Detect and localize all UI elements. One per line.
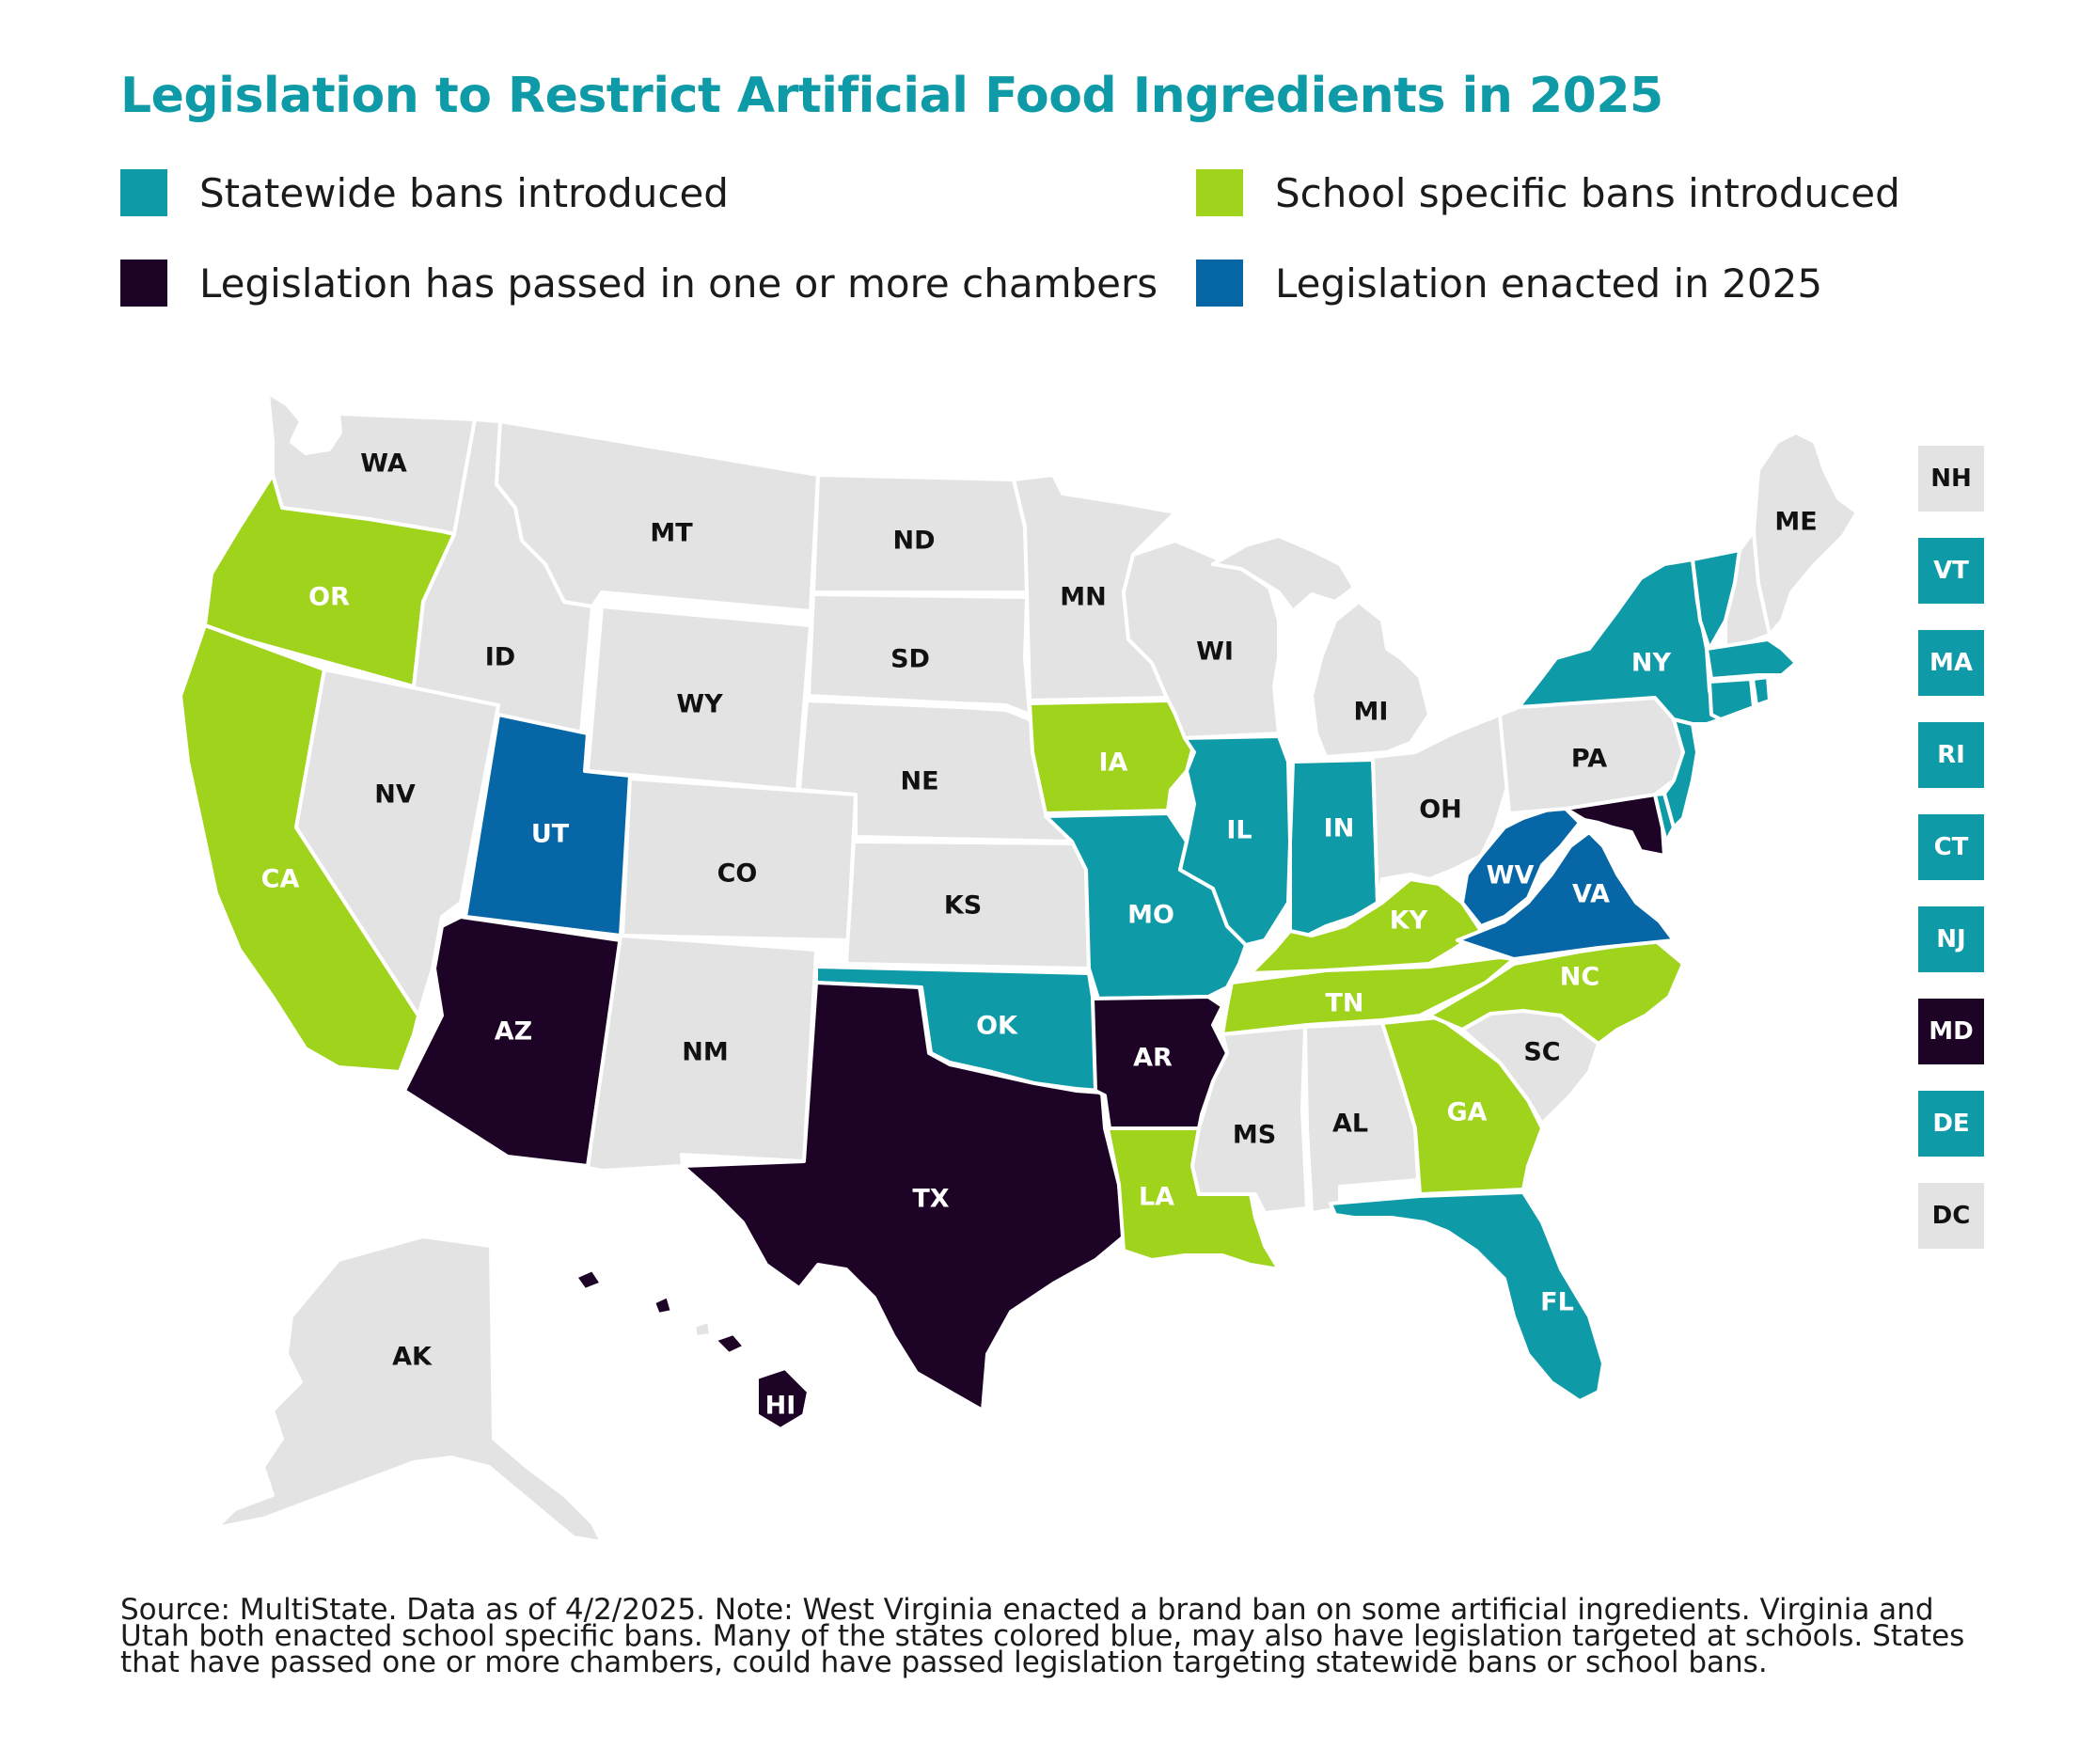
small-state-box-ri[interactable]: RI	[1918, 722, 1984, 788]
label-MS: MS	[1233, 1121, 1276, 1150]
state-MA[interactable]	[1705, 638, 1798, 681]
state-NJ[interactable]	[1662, 717, 1699, 829]
small-state-box-ma[interactable]: MA	[1918, 630, 1984, 696]
label-SC: SC	[1523, 1038, 1560, 1067]
label-NV: NV	[374, 780, 416, 810]
small-state-box-de[interactable]: DE	[1918, 1091, 1984, 1157]
legend-label-statewide: Statewide bans introduced	[199, 169, 729, 216]
map-title: Legislation to Restrict Artificial Food …	[120, 68, 1663, 124]
label-OR: OR	[308, 583, 350, 612]
legend-label-passed: Legislation has passed in one or more ch…	[199, 260, 1158, 307]
small-state-box-md[interactable]: MD	[1918, 999, 1984, 1064]
label-MN: MN	[1060, 583, 1106, 612]
legend-item-enacted: Legislation enacted in 2025	[1196, 260, 1822, 307]
state-FL[interactable]	[1329, 1190, 1605, 1403]
legend-swatch-passed	[120, 260, 167, 307]
state-GA[interactable]	[1380, 1016, 1544, 1196]
legend-label-enacted: Legislation enacted in 2025	[1275, 260, 1823, 307]
label-WV: WV	[1487, 861, 1535, 890]
label-MI: MI	[1354, 698, 1389, 727]
label-OK: OK	[976, 1012, 1018, 1041]
label-UT: UT	[531, 820, 570, 849]
label-WI: WI	[1196, 638, 1234, 667]
label-KS: KS	[944, 891, 982, 921]
label-ME: ME	[1774, 508, 1817, 537]
label-PA: PA	[1571, 745, 1607, 774]
legend-item-passed: Legislation has passed in one or more ch…	[120, 260, 1158, 307]
label-ID: ID	[485, 643, 515, 672]
label-WY: WY	[676, 690, 723, 719]
legend-swatch-statewide	[120, 169, 167, 216]
state-TX[interactable]	[681, 981, 1126, 1412]
legend-swatch-school	[1196, 169, 1243, 216]
label-NE: NE	[900, 767, 938, 796]
label-ND: ND	[892, 527, 935, 556]
legend-item-school: School specific bans introduced	[1196, 169, 1900, 216]
state-ME[interactable]	[1752, 431, 1859, 637]
state-HI-small-island	[692, 1319, 713, 1339]
state-IL[interactable]	[1178, 734, 1292, 947]
state-HI[interactable]	[574, 1268, 811, 1431]
small-state-box-ct[interactable]: CT	[1918, 814, 1984, 880]
label-CA: CA	[261, 865, 300, 894]
label-KY: KY	[1390, 906, 1428, 936]
state-VA[interactable]	[1456, 830, 1676, 961]
small-state-box-nh[interactable]: NH	[1918, 446, 1984, 512]
label-LA: LA	[1139, 1183, 1174, 1212]
label-FL: FL	[1540, 1288, 1574, 1317]
label-IL: IL	[1226, 816, 1252, 845]
legend-label-school: School specific bans introduced	[1275, 169, 1900, 216]
label-AZ: AZ	[495, 1017, 532, 1047]
label-MT: MT	[650, 519, 693, 548]
label-VA: VA	[1572, 880, 1610, 909]
state-MI[interactable]	[1211, 534, 1431, 759]
small-state-box-dc[interactable]: DC	[1918, 1183, 1984, 1249]
label-IA: IA	[1099, 748, 1128, 778]
label-AL: AL	[1332, 1110, 1368, 1139]
label-OH: OH	[1419, 795, 1462, 825]
label-AK: AK	[392, 1343, 433, 1372]
state-NC[interactable]	[1427, 938, 1685, 1046]
state-CT[interactable]	[1708, 677, 1756, 721]
label-TN: TN	[1325, 989, 1363, 1018]
label-IN: IN	[1324, 814, 1355, 843]
label-NY: NY	[1631, 649, 1672, 678]
state-MS[interactable]	[1190, 1025, 1309, 1215]
small-state-box-nj[interactable]: NJ	[1918, 906, 1984, 972]
footnote: Source: MultiState. Data as of 4/2/2025.…	[120, 1593, 1965, 1679]
legend-swatch-enacted	[1196, 260, 1243, 307]
state-WV[interactable]	[1460, 807, 1582, 928]
state-RI[interactable]	[1751, 675, 1772, 707]
label-WA: WA	[360, 449, 407, 479]
label-TX: TX	[912, 1185, 949, 1214]
state-IN[interactable]	[1288, 758, 1379, 937]
label-NM: NM	[682, 1038, 728, 1067]
label-HI: HI	[765, 1392, 796, 1421]
label-MO: MO	[1127, 901, 1174, 930]
label-GA: GA	[1446, 1098, 1487, 1127]
state-AK[interactable]	[214, 1235, 604, 1544]
label-CO: CO	[717, 859, 758, 889]
legend-item-statewide: Statewide bans introduced	[120, 169, 729, 216]
state-NY[interactable]	[1517, 558, 1723, 726]
label-NC: NC	[1560, 963, 1599, 992]
label-AR: AR	[1133, 1044, 1173, 1073]
state-KY[interactable]	[1249, 877, 1483, 975]
small-state-box-vt[interactable]: VT	[1918, 538, 1984, 604]
label-SD: SD	[890, 645, 930, 674]
